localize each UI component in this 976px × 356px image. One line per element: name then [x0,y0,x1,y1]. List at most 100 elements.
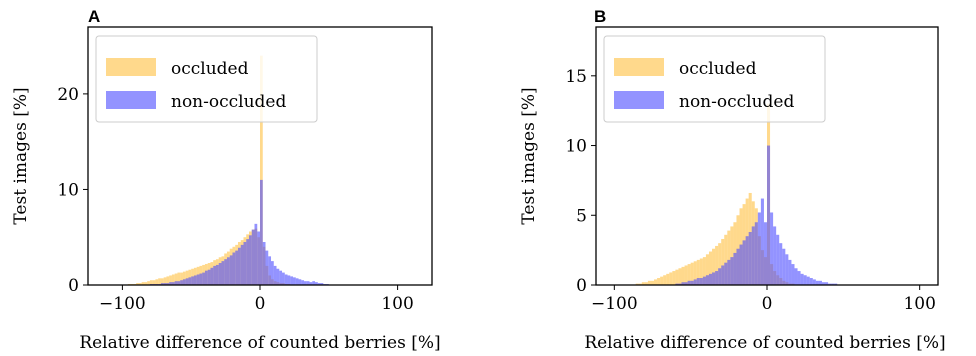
bar-non-occluded [309,282,313,285]
bar-non-occluded [191,276,194,285]
bar-non-occluded [218,263,222,285]
y-axis-label: Test images [%] [519,87,539,224]
bar-non-occluded [675,283,679,285]
bar-non-occluded [287,275,291,285]
y-tick-label: 10 [57,180,79,200]
bar-occluded [675,269,679,285]
bar-occluded [163,277,167,285]
bar-occluded [708,251,713,285]
bar-non-occluded [166,283,170,285]
bar-non-occluded [751,226,755,285]
bar-non-occluded [773,226,777,285]
bar-occluded [650,280,655,285]
bar-non-occluded [276,268,280,285]
bar-non-occluded [213,265,216,285]
bar-non-occluded [721,265,725,285]
bar-non-occluded [715,271,719,285]
x-tick-label: −100 [591,294,638,314]
bar-occluded [702,257,706,285]
bar-non-occluded [171,282,175,285]
bar-non-occluded [690,280,694,285]
bar-non-occluded [268,256,272,285]
bar-occluded [638,283,642,285]
legend-swatch-non-occluded [106,91,156,109]
x-ticks: −100 0 100 [591,285,936,314]
bar-occluded [647,280,651,285]
bar-non-occluded [812,279,816,285]
bar-occluded [160,278,164,285]
bar-non-occluded [825,282,829,285]
y-ticks: 0 5 10 15 [565,67,596,296]
bar-occluded [141,282,145,285]
bar-occluded [696,259,700,285]
bar-occluded [166,276,170,285]
bar-non-occluded [298,279,302,285]
x-tick-label: 100 [381,294,413,314]
bar-occluded [699,258,703,285]
bar-non-occluded [742,240,746,285]
bar-non-occluded [797,271,801,285]
bar-non-occluded [295,278,299,285]
bar-non-occluded [834,283,838,285]
y-tick-label: 0 [576,276,587,296]
bars-b [635,103,838,286]
bar-non-occluded [806,276,810,285]
legend-label-non-occluded: non-occluded [171,92,286,112]
bar-non-occluded [699,278,703,285]
bar-non-occluded [185,278,189,285]
bar-non-occluded [312,281,316,285]
bar-occluded [635,283,639,285]
bar-occluded [660,276,664,285]
legend-label-non-occluded: non-occluded [679,92,794,112]
bar-non-occluded [224,259,227,285]
bar-non-occluded [718,268,722,285]
bar-non-occluded [794,268,798,285]
legend-swatch-occluded [614,58,664,76]
bar-occluded [182,271,186,285]
bar-non-occluded [248,235,252,285]
x-tick-label: 100 [903,294,935,314]
bar-non-occluded [760,198,764,285]
bar-non-occluded [229,255,233,285]
legend-label-occluded: occluded [171,59,249,79]
bar-occluded [644,282,648,285]
panel-a: A −100 0 100 0 10 20 Relative difference of … [11,7,441,353]
bar-non-occluded [199,273,203,285]
bar-non-occluded [169,282,172,285]
bar-non-occluded [785,254,789,285]
panel-label: B [594,7,606,26]
bar-occluded [705,254,709,285]
bar-non-occluded [803,275,807,285]
bar-non-occluded [215,264,219,285]
bar-occluded [690,262,694,285]
bar-non-occluded [284,274,288,285]
y-tick-label: 15 [565,67,587,87]
bar-non-occluded [202,272,205,285]
bar-non-occluded [684,282,688,285]
bar-non-occluded [708,273,713,285]
legend-swatch-non-occluded [614,91,664,109]
bar-occluded [177,272,181,285]
bar-occluded [169,275,172,285]
bar-occluded [666,273,670,285]
bar-non-occluded [207,269,211,285]
bar-non-occluded [791,264,795,285]
bar-non-occluded [260,179,263,285]
x-tick-label: −100 [99,294,146,314]
bar-non-occluded [748,232,752,285]
bar-non-occluded [767,145,771,285]
bar-non-occluded [290,276,294,285]
bar-non-occluded [770,212,774,285]
bar-occluded [712,248,716,285]
bar-non-occluded [724,262,728,285]
bar-non-occluded [193,275,197,285]
bar-non-occluded [174,281,178,285]
bar-non-occluded [705,275,709,285]
bar-non-occluded [304,281,307,285]
bar-occluded [155,279,159,285]
bar-non-occluded [739,244,743,285]
bar-occluded [663,275,667,285]
x-axis-label: Relative difference of counted berries [… [79,333,440,353]
